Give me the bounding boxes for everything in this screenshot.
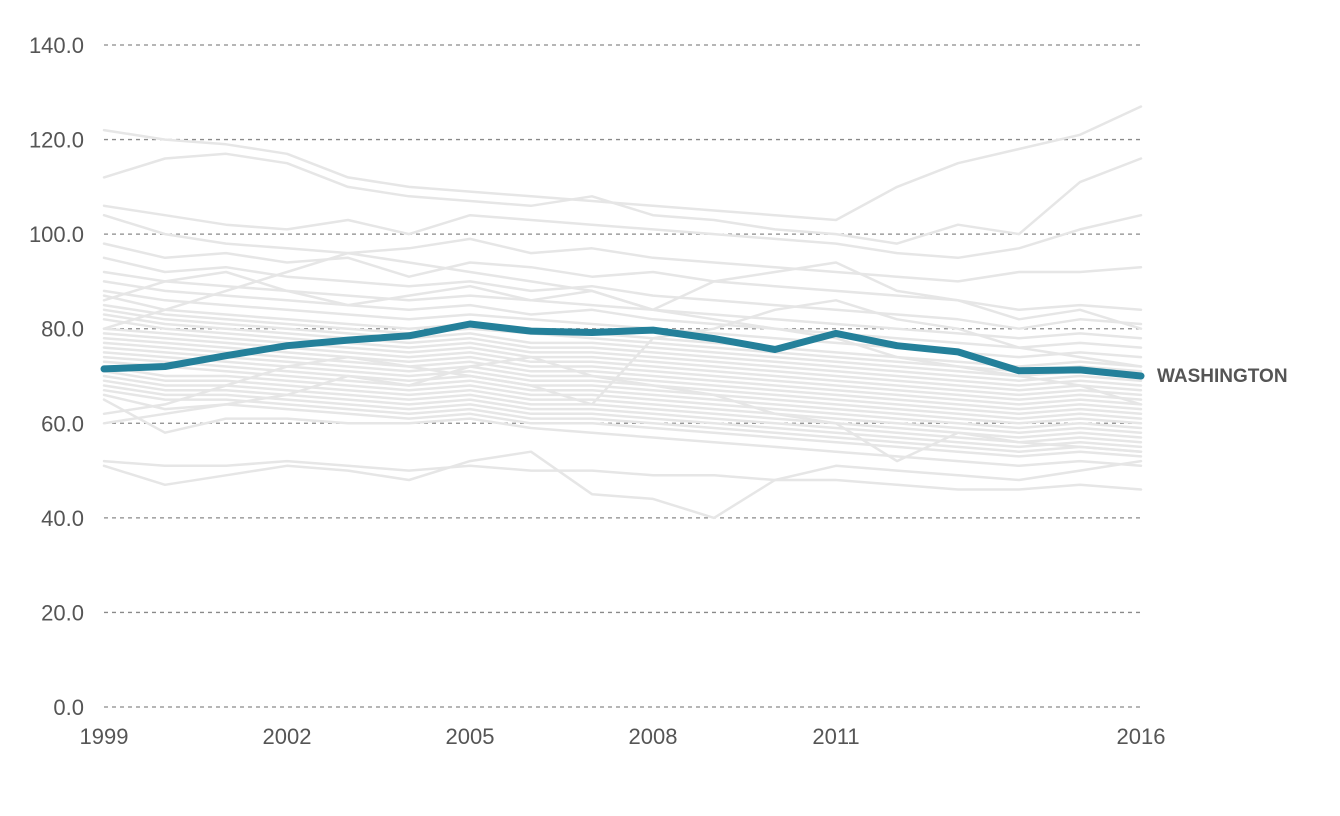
background-series-line — [102, 450, 1143, 520]
background-series-line — [102, 370, 1143, 434]
background-series-line — [102, 341, 1143, 406]
background-series-line — [102, 336, 1143, 401]
y-tick-label: 140.0 — [29, 33, 84, 58]
y-tick-label: 100.0 — [29, 222, 84, 247]
y-tick-label: 80.0 — [41, 317, 84, 342]
background-series-line — [102, 327, 1143, 392]
y-tick-label: 0.0 — [53, 695, 84, 720]
background-series-line — [102, 398, 1143, 468]
background-series-line — [102, 351, 1143, 416]
x-tick-label: 2011 — [812, 724, 859, 749]
background-series-line — [102, 294, 1143, 368]
y-tick-label: 120.0 — [29, 128, 84, 153]
washington-series-label: WASHINGTON — [1157, 366, 1288, 387]
x-tick-label: 2005 — [446, 724, 495, 749]
y-axis-tick-labels: 0.0 20.0 40.0 60.0 80.0 100.0 120.0 140.0 — [29, 33, 84, 720]
x-axis-tick-labels: 1999 2002 2005 2008 2011 2016 — [80, 724, 1166, 749]
highlight-series: WASHINGTON — [100, 320, 1288, 387]
y-tick-label: 20.0 — [41, 600, 84, 625]
background-series-line — [102, 105, 1143, 222]
background-series-line — [102, 152, 1143, 245]
background-series-line — [102, 384, 1143, 449]
background-series-line — [102, 213, 1143, 283]
background-series-line — [102, 388, 1143, 453]
background-series-line — [102, 360, 1143, 425]
background-series-line — [102, 393, 1143, 458]
background-series-line — [102, 299, 1143, 416]
background-series-line — [102, 308, 1143, 378]
x-tick-label: 1999 — [80, 724, 129, 749]
background-series-lines — [102, 105, 1143, 520]
x-tick-label: 2002 — [263, 724, 312, 749]
y-tick-label: 60.0 — [41, 411, 84, 436]
background-series-line — [102, 355, 1143, 463]
background-series-line — [102, 270, 1143, 340]
y-tick-label: 40.0 — [41, 506, 84, 531]
background-series-line — [102, 280, 1143, 349]
background-series-line — [102, 379, 1143, 444]
background-series-line — [102, 365, 1143, 430]
background-series-line — [102, 313, 1143, 382]
washington-series-line — [100, 320, 1145, 380]
background-series-line — [102, 251, 1143, 406]
x-tick-label: 2016 — [1117, 724, 1166, 749]
background-series-line — [102, 459, 1143, 491]
background-series-line — [102, 318, 1143, 387]
background-series-line — [102, 346, 1143, 411]
background-series-line — [102, 204, 1143, 260]
x-tick-label: 2008 — [629, 724, 678, 749]
background-series-line — [102, 242, 1143, 312]
